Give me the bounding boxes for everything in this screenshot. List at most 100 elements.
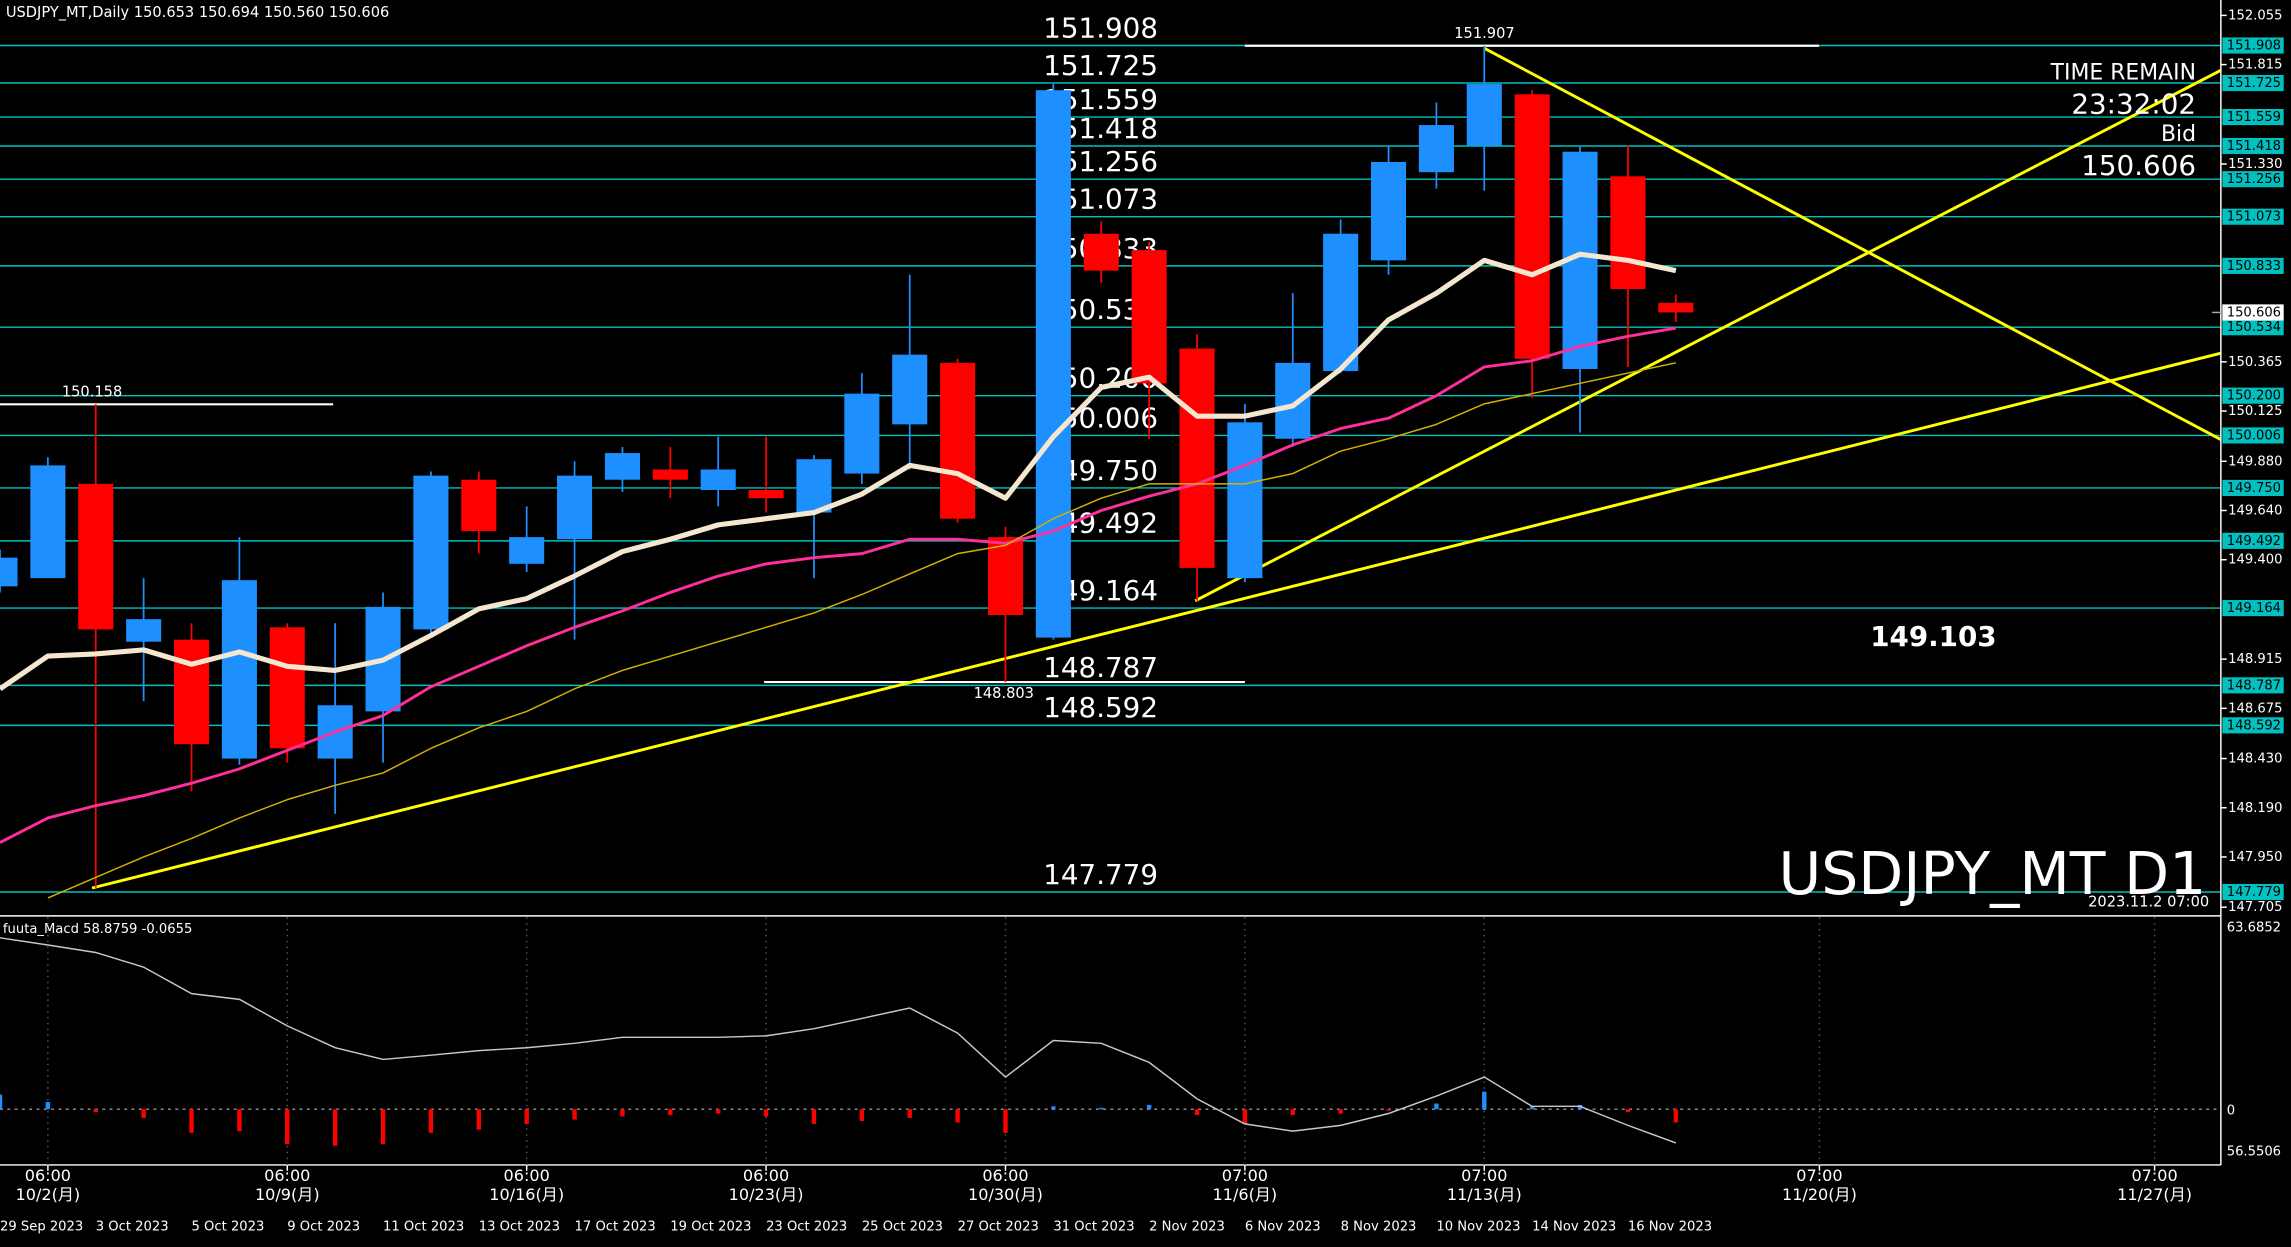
watermark: USDJPY_MT D1 (1778, 840, 2206, 908)
level-axis-box (2222, 319, 2284, 336)
level-label: 148.787 (1043, 651, 1158, 684)
level-axis-box (2222, 479, 2284, 496)
level-axis-label: 151.418 (2227, 139, 2281, 154)
bid-axis-box (2222, 304, 2284, 321)
x-tick-label: 27 Oct 2023 (958, 1219, 1039, 1234)
candle-body (1418, 125, 1454, 173)
level-axis-label: 151.559 (2227, 110, 2281, 125)
candle-body (1131, 250, 1167, 384)
x-tick-label: 25 Oct 2023 (862, 1219, 943, 1234)
macd-bar (380, 1109, 386, 1145)
candle-body (1275, 362, 1311, 439)
macd-bar (189, 1109, 194, 1133)
level-label: 147.779 (1043, 858, 1158, 891)
y-tick-label: 149.400 (2228, 553, 2282, 568)
macd-bar (45, 1102, 51, 1110)
x-tick-label: 13 Oct 2023 (479, 1219, 560, 1234)
macd-bar (285, 1109, 290, 1145)
level-axis-box (2222, 257, 2284, 274)
level-axis-label: 150.200 (2227, 389, 2281, 404)
time-remain-label: TIME REMAIN (2050, 60, 2196, 85)
macd-bar (1338, 1109, 1343, 1114)
time-label: 06:00 (743, 1166, 789, 1185)
y-tick-label: 148.675 (2228, 701, 2282, 716)
time-date-label: 10/16(月) (489, 1185, 564, 1204)
level-axis-box (2222, 109, 2284, 126)
time-label: 06:00 (25, 1166, 71, 1185)
cursor-time: 2023.11.2 07:00 (2088, 894, 2209, 911)
macd-line (0, 937, 1677, 1144)
time-label: 06:00 (982, 1166, 1028, 1185)
candle-body (557, 475, 593, 540)
moving-average (47, 362, 1677, 899)
time-remain: 23:32:02 (2071, 87, 2196, 120)
x-tick-label: 23 Oct 2023 (766, 1219, 847, 1234)
time-label: 06:00 (264, 1166, 310, 1185)
x-tick-label: 31 Oct 2023 (1053, 1219, 1134, 1234)
candle-body (1035, 90, 1071, 638)
macd-bar (332, 1109, 338, 1146)
macd-bar (1290, 1109, 1295, 1116)
macd-bar (93, 1109, 98, 1113)
level-axis-label: 148.592 (2227, 718, 2281, 733)
y-tick-label: 148.915 (2228, 652, 2282, 667)
macd-bar (1194, 1109, 1200, 1116)
x-tick-label: 29 Sep 2023 (0, 1219, 83, 1234)
x-tick-label: 5 Oct 2023 (192, 1219, 265, 1234)
x-tick-label: 9 Oct 2023 (287, 1219, 360, 1234)
macd-bar (1625, 1109, 1631, 1113)
trend-line (1483, 47, 2222, 441)
level-axis-label: 149.492 (2227, 534, 2281, 549)
left-marker-label: 150.158 (62, 384, 122, 401)
projection-label: 149.103 (1870, 620, 1996, 653)
candle-body (796, 459, 832, 513)
macd-bar (1529, 1106, 1535, 1110)
level-axis-label: 147.779 (2227, 885, 2281, 900)
time-label: 07:00 (1222, 1166, 1268, 1185)
macd-bar (1099, 1107, 1104, 1110)
level-axis-box (2222, 532, 2284, 549)
level-axis-label: 151.073 (2227, 210, 2281, 225)
macd-bar (955, 1109, 960, 1123)
level-label: 148.592 (1043, 691, 1158, 724)
level-axis-label: 149.750 (2227, 481, 2281, 496)
level-axis-label: 150.006 (2227, 428, 2281, 443)
macd-bar (668, 1109, 673, 1116)
time-label: 06:00 (504, 1166, 550, 1185)
macd-zero-label: 0 (2227, 1104, 2235, 1119)
level-axis-box (2222, 171, 2284, 188)
candle-body (461, 479, 497, 531)
candle-body (1514, 94, 1550, 359)
trend-line (91, 351, 2222, 890)
level-label: 151.725 (1043, 49, 1158, 82)
macd-bar (1242, 1109, 1248, 1124)
candle-body (126, 619, 162, 642)
macd-bar (763, 1109, 769, 1117)
level-axis-box (2222, 137, 2284, 155)
x-tick-label: 3 Oct 2023 (96, 1219, 169, 1234)
candle-body (30, 465, 66, 579)
time-date-label: 10/23(月) (729, 1185, 804, 1204)
x-tick-label: 8 Nov 2023 (1341, 1219, 1417, 1234)
time-date-label: 11/27(月) (2117, 1185, 2192, 1204)
time-date-label: 10/9(月) (255, 1185, 320, 1204)
macd-bar (716, 1109, 721, 1114)
level-axis-label: 148.787 (2227, 678, 2281, 693)
candles-layer: 151.908151.725151.559151.418151.256151.0… (0, 11, 1997, 899)
level-axis-label: 149.164 (2227, 601, 2281, 616)
time-date-label: 11/20(月) (1782, 1185, 1857, 1204)
level-axis-box (2222, 717, 2284, 734)
x-tick-label: 17 Oct 2023 (575, 1219, 656, 1234)
candle-body (604, 453, 640, 480)
high-marker-label: 151.907 (1454, 25, 1514, 42)
candle-body (1227, 422, 1263, 579)
macd-bar (476, 1109, 481, 1130)
candle-body (1610, 176, 1646, 290)
macd-bar (1386, 1109, 1391, 1111)
level-axis-box (2222, 883, 2284, 901)
candle-body (509, 537, 545, 564)
macd-bar (237, 1109, 242, 1132)
macd-bar (1482, 1091, 1487, 1110)
level-axis-box (2222, 208, 2284, 225)
candle-body (78, 483, 114, 630)
